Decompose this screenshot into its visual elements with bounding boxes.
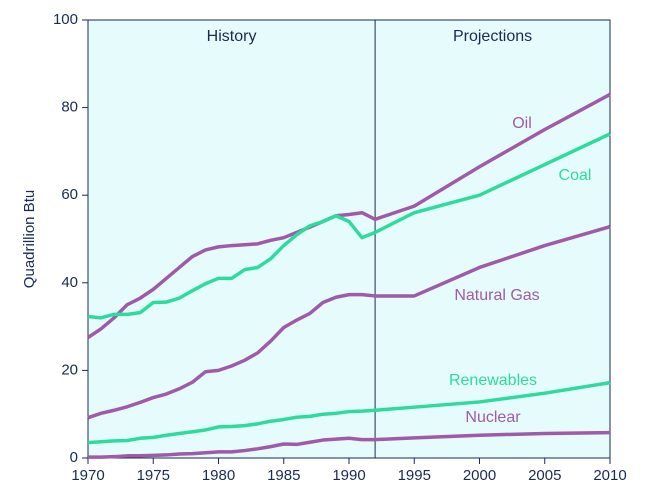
series-label: Coal: [559, 167, 592, 184]
y-tick-label: 60: [61, 186, 78, 203]
annotation: Projections: [453, 28, 532, 45]
x-tick-label: 1970: [71, 467, 104, 484]
series-line: [87, 225, 611, 420]
plot-background: [87, 19, 611, 459]
y-tick-label: 100: [53, 11, 78, 28]
series-line: [87, 380, 611, 445]
x-tick-label: 2010: [593, 467, 626, 484]
annotation: History: [207, 28, 257, 45]
x-tick-label: 1980: [202, 467, 235, 484]
x-tick-label: 1985: [267, 467, 300, 484]
series-line: [88, 430, 611, 459]
y-tick-label: 0: [70, 449, 78, 466]
x-tick-label: 1975: [137, 467, 170, 484]
series-label: Nuclear: [465, 409, 521, 426]
y-tick-label: 80: [61, 99, 78, 116]
y-axis-label: Quadrillion Btu: [21, 190, 38, 288]
x-tick-label: 2000: [463, 467, 496, 484]
x-tick-label: 1995: [398, 467, 431, 484]
series-line: [87, 132, 611, 320]
y-tick-label: 20: [61, 361, 78, 378]
series-line: [87, 92, 611, 340]
series-label: Natural Gas: [454, 287, 539, 304]
x-tick-label: 1990: [332, 467, 365, 484]
series-label: Oil: [512, 115, 532, 132]
series-label: Renewables: [449, 372, 537, 389]
x-tick-label: 2005: [528, 467, 561, 484]
y-tick-label: 40: [61, 274, 78, 291]
